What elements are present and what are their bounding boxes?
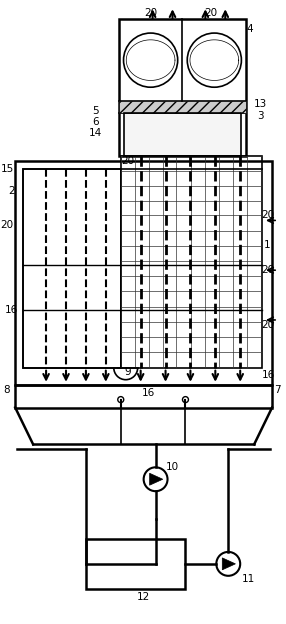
Bar (15, 161, 272, 384)
Text: 20: 20 (144, 8, 157, 18)
Polygon shape (150, 473, 163, 485)
Bar (15, 384, 272, 407)
Bar (23, 168, 121, 368)
Text: 9: 9 (124, 367, 131, 377)
Text: 16: 16 (261, 369, 275, 380)
Text: 7: 7 (274, 384, 280, 394)
Text: 20: 20 (121, 155, 134, 166)
Text: 12: 12 (137, 592, 150, 602)
Text: 20: 20 (261, 210, 275, 220)
Bar (121, 156, 262, 368)
Text: 14: 14 (89, 128, 102, 138)
Bar (23, 168, 121, 368)
Text: 11: 11 (242, 574, 255, 584)
Polygon shape (222, 558, 235, 570)
Text: 16: 16 (142, 388, 155, 397)
Text: 20: 20 (204, 8, 217, 18)
Bar (124, 113, 241, 156)
Bar (86, 539, 185, 589)
Bar (119, 101, 246, 113)
Bar (124, 113, 241, 156)
Text: 10: 10 (166, 462, 179, 472)
Text: 1: 1 (264, 240, 270, 250)
Bar (23, 168, 121, 368)
Bar (119, 19, 246, 156)
Text: 15: 15 (1, 163, 14, 173)
Text: 20: 20 (1, 220, 14, 230)
Text: 4: 4 (247, 24, 253, 34)
Text: 6: 6 (93, 117, 99, 127)
Text: 13: 13 (253, 99, 267, 109)
Text: 2: 2 (8, 185, 15, 195)
Text: 16: 16 (5, 305, 18, 315)
Text: 5: 5 (93, 106, 99, 116)
Text: 20: 20 (261, 320, 275, 330)
Text: 8: 8 (3, 384, 9, 394)
Text: 3: 3 (257, 111, 263, 121)
Text: 20: 20 (261, 265, 275, 275)
